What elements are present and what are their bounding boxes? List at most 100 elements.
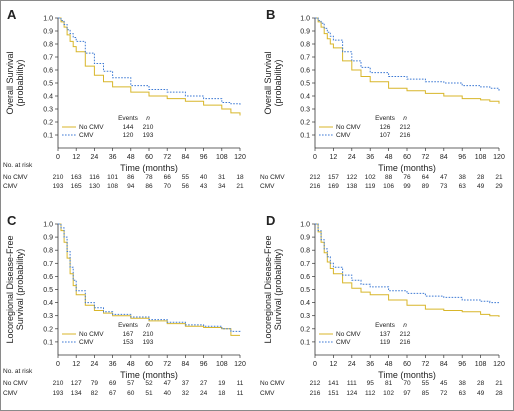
at-risk-value: 119 xyxy=(365,183,376,190)
x-tick-label: 60 xyxy=(403,154,411,161)
legend-n: 210 xyxy=(143,124,154,131)
y-axis-title-line: (probability) xyxy=(273,59,283,106)
series-line-cmv xyxy=(58,223,241,333)
x-tick-label: 120 xyxy=(234,154,246,161)
y-axis-title: Overall Survival(probability) xyxy=(5,51,25,114)
at-risk-value: 18 xyxy=(236,174,244,181)
y-axis-title-line: Survival (probability) xyxy=(15,249,25,331)
at-risk-row-label: No CMV xyxy=(3,380,28,387)
y-tick-label: 0.3 xyxy=(300,313,310,320)
x-tick-label: 108 xyxy=(475,361,487,368)
at-risk-value: 102 xyxy=(365,174,376,181)
at-risk-value: 47 xyxy=(440,174,448,181)
x-axis-title: Time (months) xyxy=(120,370,178,380)
at-risk-value: 163 xyxy=(71,174,82,181)
y-tick-label: 0.5 xyxy=(43,81,53,88)
legend-header-n: n xyxy=(403,322,407,329)
x-tick-label: 108 xyxy=(475,154,487,161)
at-risk-value: 134 xyxy=(71,390,82,397)
y-tick-label: 0.7 xyxy=(300,261,310,268)
at-risk-value: 31 xyxy=(218,174,226,181)
x-tick-label: 108 xyxy=(216,361,228,368)
legend-header-n: n xyxy=(146,115,150,122)
legend-header-events: Events xyxy=(118,115,139,122)
y-tick-label: 0.1 xyxy=(300,133,310,140)
y-tick-label: 0.4 xyxy=(300,300,310,307)
y-tick-label: 1.0 xyxy=(43,222,53,229)
at-risk-value: 73 xyxy=(440,183,448,190)
at-risk-value: 141 xyxy=(328,380,339,387)
at-risk-value: 78 xyxy=(145,174,153,181)
at-risk-value: 52 xyxy=(145,380,153,387)
x-tick-label: 24 xyxy=(348,361,356,368)
at-risk-value: 72 xyxy=(440,390,448,397)
x-tick-label: 96 xyxy=(200,154,208,161)
at-risk-title: No. at risk xyxy=(3,162,33,169)
x-tick-label: 12 xyxy=(330,361,338,368)
at-risk-value: 49 xyxy=(477,183,485,190)
at-risk-value: 212 xyxy=(310,174,321,181)
panel-b: B 0.1 0.2 0.3 0.4 0.5 0.6 0.7 0.8 0.9 1.0 0 12 24 36 48… xyxy=(260,7,505,190)
at-risk-value: 19 xyxy=(218,380,226,387)
x-tick-label: 36 xyxy=(109,361,117,368)
at-risk-value: 66 xyxy=(164,174,172,181)
y-tick-label: 0.9 xyxy=(300,235,310,242)
legend-n: 216 xyxy=(400,339,411,346)
x-tick-label: 0 xyxy=(313,154,317,161)
at-risk-row-label: CMV xyxy=(3,183,18,190)
at-risk-value: 21 xyxy=(236,183,244,190)
x-tick-label: 72 xyxy=(163,154,171,161)
x-tick-label: 60 xyxy=(145,154,153,161)
x-tick-label: 72 xyxy=(422,154,430,161)
at-risk-value: 112 xyxy=(365,390,376,397)
x-tick-label: 36 xyxy=(366,154,374,161)
at-risk-value: 47 xyxy=(164,380,172,387)
y-axis-title: Locoregional Disease-FreeSurvival (proba… xyxy=(5,235,25,343)
at-risk-value: 29 xyxy=(495,183,503,190)
legend-events: 107 xyxy=(380,132,391,139)
at-risk-title: No. at risk xyxy=(3,368,33,375)
at-risk-value: 24 xyxy=(200,390,208,397)
panel-letter: B xyxy=(266,7,275,22)
at-risk-value: 45 xyxy=(440,380,448,387)
x-tick-label: 84 xyxy=(440,361,448,368)
x-tick-label: 60 xyxy=(403,361,411,368)
at-risk-value: 67 xyxy=(109,390,117,397)
y-axis-title-line: Overall Survival xyxy=(263,51,273,114)
y-tick-label: 0.6 xyxy=(300,274,310,281)
at-risk-value: 37 xyxy=(182,380,190,387)
legend-label: CMV xyxy=(79,132,94,139)
y-tick-label: 0.2 xyxy=(43,326,53,333)
y-tick-label: 0.7 xyxy=(300,55,310,62)
at-risk-value: 64 xyxy=(422,174,430,181)
at-risk-value: 70 xyxy=(164,183,172,190)
y-tick-label: 0.9 xyxy=(43,235,53,242)
x-tick-label: 24 xyxy=(348,154,356,161)
y-axis-title: Overall Survival(probability) xyxy=(263,51,283,114)
x-tick-label: 72 xyxy=(163,361,171,368)
at-risk-value: 94 xyxy=(127,183,135,190)
y-tick-label: 0.8 xyxy=(300,248,310,255)
series-line-cmv xyxy=(315,223,500,304)
at-risk-value: 193 xyxy=(53,390,64,397)
y-tick-label: 0.3 xyxy=(43,107,53,114)
panel-letter: D xyxy=(266,213,275,228)
series-line-no-cmv xyxy=(315,223,500,317)
y-tick-label: 0.9 xyxy=(43,29,53,36)
legend-events: 153 xyxy=(123,339,134,346)
at-risk-value: 43 xyxy=(200,183,208,190)
at-risk-value: 28 xyxy=(495,390,503,397)
legend-header-n: n xyxy=(146,322,150,329)
y-tick-label: 1.0 xyxy=(43,16,53,23)
legend-events: 126 xyxy=(380,124,391,131)
at-risk-value: 21 xyxy=(495,380,503,387)
y-tick-label: 0.2 xyxy=(43,120,53,127)
x-tick-label: 12 xyxy=(72,154,80,161)
at-risk-value: 60 xyxy=(127,390,135,397)
legend-n: 216 xyxy=(400,132,411,139)
legend-label: CMV xyxy=(79,339,94,346)
legend-header-events: Events xyxy=(375,115,396,122)
x-axis-title: Time (months) xyxy=(378,163,436,173)
series-line-cmv xyxy=(58,17,241,106)
